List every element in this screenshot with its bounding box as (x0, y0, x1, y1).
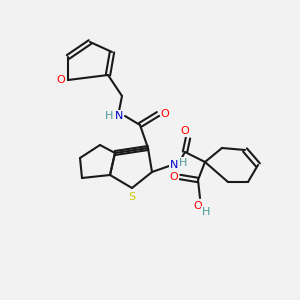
Text: N: N (115, 111, 123, 121)
Text: O: O (194, 201, 202, 211)
Text: S: S (128, 192, 136, 202)
Text: O: O (181, 126, 189, 136)
Text: O: O (57, 75, 65, 85)
Text: O: O (160, 109, 169, 119)
Text: H: H (179, 158, 187, 168)
Text: H: H (105, 111, 113, 121)
Text: O: O (169, 172, 178, 182)
Text: N: N (170, 160, 178, 170)
Text: H: H (202, 207, 210, 217)
